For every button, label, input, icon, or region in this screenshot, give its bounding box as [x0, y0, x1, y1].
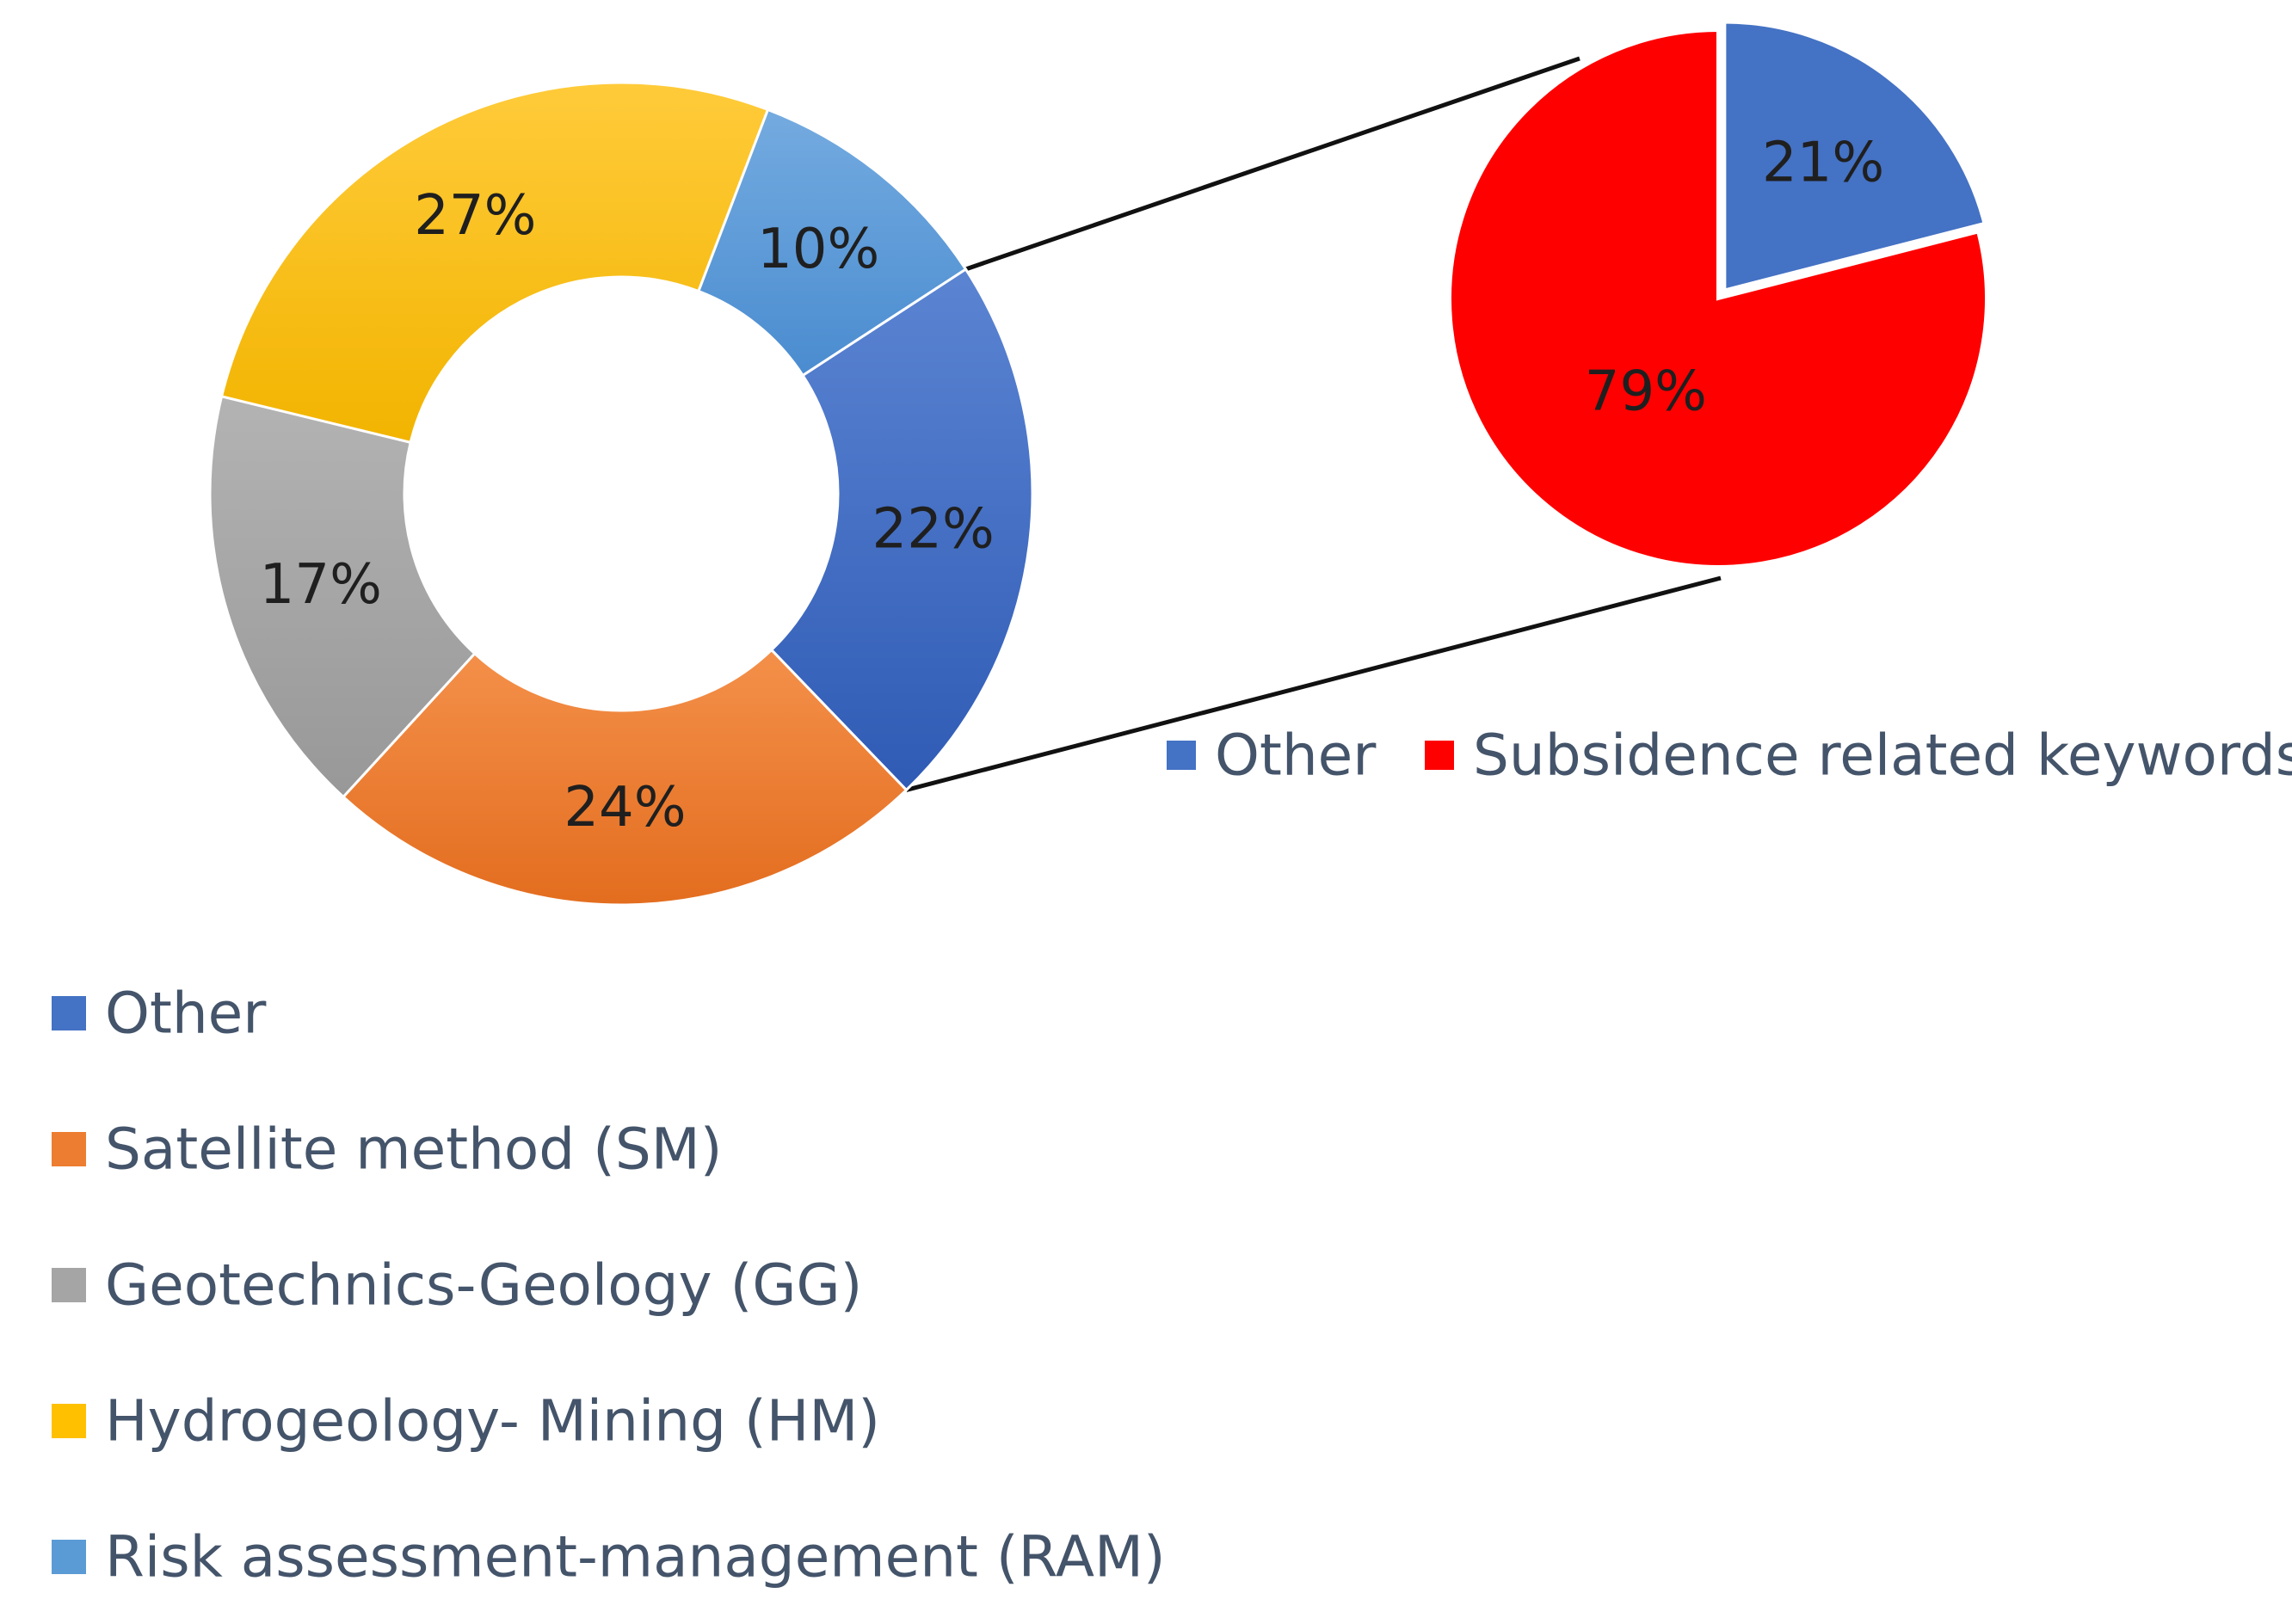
donut-slice-risk-assessment-management-ram[interactable]: [696, 108, 968, 378]
legend-label: Geotechnics-Geology (GG): [105, 1252, 862, 1319]
donut-legend-item-geotechnics-geology-gg[interactable]: Geotechnics-Geology (GG): [52, 1252, 862, 1319]
legend-label: Other: [1215, 723, 1377, 789]
legend-swatch: [52, 1268, 86, 1302]
donut-label-hydrogeology-mining-hm: 27%: [414, 184, 536, 248]
connector-line-top: [964, 56, 1580, 272]
legend-swatch: [52, 1132, 86, 1166]
donut-label-geotechnics-geology-gg: 17%: [260, 553, 382, 617]
donut-label-satellite-method-sm: 24%: [564, 776, 686, 840]
pie-legend-item-other[interactable]: Other: [1167, 723, 1377, 789]
donut-legend: Other Satellite method (SM) Geotechnics-Ge…: [52, 981, 1166, 1590]
donut-legend-item-satellite-method-sm[interactable]: Satellite method (SM): [52, 1116, 723, 1183]
donut-slice-geotechnics-geology-gg[interactable]: [208, 394, 477, 799]
pie-slice-other[interactable]: [1722, 20, 1987, 293]
legend-swatch: [1425, 741, 1454, 770]
donut-slice-other[interactable]: [769, 267, 1034, 792]
donut-legend-item-other[interactable]: Other: [52, 981, 267, 1047]
donut-legend-item-hydrogeology-mining-hm[interactable]: Hydrogeology- Mining (HM): [52, 1388, 880, 1455]
legend-label: Hydrogeology- Mining (HM): [105, 1388, 880, 1455]
pie-legend-item-subsidence-related-keywords[interactable]: Subsidence related keywords: [1425, 723, 2292, 789]
legend-label: Subsidence related keywords: [1473, 723, 2292, 789]
pie-label-subsidence-related-keywords: 79%: [1585, 360, 1707, 423]
donut-legend-item-risk-assessment-management-ram[interactable]: Risk assessment-management (RAM): [52, 1524, 1166, 1590]
legend-swatch: [52, 1540, 86, 1574]
legend-swatch: [52, 996, 86, 1030]
donut-label-risk-assessment-management-ram: 10%: [757, 218, 879, 281]
donut-slice-satellite-method-sm[interactable]: [341, 648, 909, 907]
legend-label: Other: [105, 981, 267, 1047]
pie-label-other: 21%: [1762, 132, 1884, 195]
pie-chart: 21% 79%: [1448, 20, 1988, 569]
legend-swatch: [52, 1404, 86, 1438]
donut-chart: 22% 24% 17% 27% 10%: [208, 81, 1034, 907]
legend-swatch: [1167, 741, 1196, 770]
donut-label-other: 22%: [872, 497, 995, 561]
connector-lines: [905, 56, 1722, 792]
pie-slice-subsidence-related-keywords[interactable]: [1448, 28, 1988, 569]
donut-slice-hydrogeology-mining-hm[interactable]: [219, 81, 770, 445]
legend-label: Satellite method (SM): [105, 1116, 723, 1183]
connector-line-bottom: [905, 575, 1722, 792]
pie-legend: Other Subsidence related keywords: [1167, 723, 2292, 789]
legend-label: Risk assessment-management (RAM): [105, 1524, 1166, 1590]
